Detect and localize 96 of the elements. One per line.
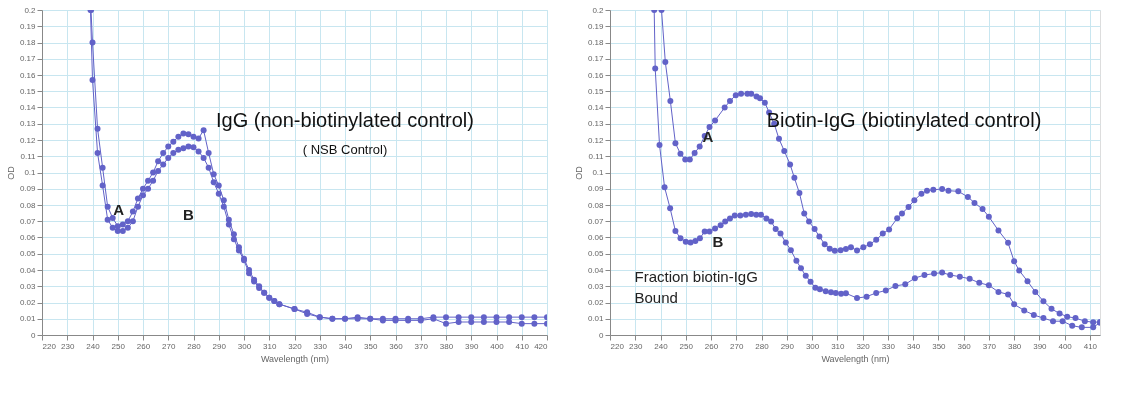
y-tick-label: 0.06 — [587, 233, 605, 242]
y-tick-label: 0.08 — [587, 200, 605, 210]
y-tick-label: 0.07 — [587, 216, 605, 226]
x-tick-label: 280 — [755, 341, 770, 351]
x-tick-label: 350 — [364, 341, 378, 351]
y-tick-label: 0.2 — [24, 5, 37, 15]
annotation: Bound — [634, 288, 678, 306]
y-tick-label: 0.15 — [587, 86, 605, 96]
annotation: B — [712, 233, 724, 251]
y-tick-label: 0.1 — [592, 168, 605, 177]
x-tick-label: 390 — [1033, 341, 1048, 351]
text: ( NSB Control) — [302, 141, 388, 157]
text: IgG (non-biotinylated control) — [216, 108, 474, 131]
y-tick-label: 0.08 — [19, 200, 37, 210]
y-tick-label: 0.17 — [19, 54, 37, 64]
x-tick-label: 310 — [263, 341, 277, 351]
x-tick-label: 320 — [288, 341, 303, 351]
x-tick-label: 220 — [610, 341, 625, 351]
y-tick-label: 0.11 — [20, 151, 37, 161]
y-tick-label: 0.05 — [587, 249, 605, 259]
y-tick-label: 0.02 — [19, 298, 37, 307]
y-tick-label: 0 — [599, 330, 605, 340]
x-tick-label: 360 — [389, 341, 404, 351]
y-tick-label: 0.14 — [587, 103, 605, 112]
y-tick-label: 0.19 — [587, 21, 605, 31]
y-tick-label: 0.12 — [587, 135, 605, 145]
y-tick-label: 0.19 — [19, 21, 37, 31]
y-tick-label: 0.16 — [587, 70, 605, 80]
x-tick-label: 330 — [313, 341, 328, 351]
x-tick-label: 380 — [1007, 341, 1022, 351]
y-tick-label: 0.11 — [588, 151, 605, 161]
y-tick-label: 0.13 — [19, 119, 37, 129]
x-tick-label: 350 — [932, 341, 947, 351]
y-tick-label: 0.1 — [24, 168, 37, 177]
x-tick-label: 390 — [465, 341, 479, 351]
y-tick-label: 0.01 — [587, 314, 605, 324]
y-tick-label: 0 — [31, 330, 37, 340]
y-tick-label: 0.18 — [19, 38, 37, 47]
y-axis-title: OD — [5, 165, 16, 180]
x-tick-label: 300 — [237, 341, 252, 351]
y-axis-title: OD — [573, 165, 584, 180]
y-tick-label: 0.14 — [19, 103, 37, 112]
x-tick-label: 230 — [629, 341, 643, 351]
x-tick-label: 410 — [1083, 341, 1098, 351]
x-tick-label: 340 — [338, 341, 353, 351]
x-tick-label: 270 — [162, 341, 176, 351]
x-tick-label: 260 — [704, 341, 719, 351]
x-tick-label: 270 — [730, 341, 745, 351]
x-tick-label: 370 — [982, 341, 997, 351]
x-axis-title: Wavelength (nm) — [260, 353, 330, 364]
annotation: A — [702, 127, 714, 145]
y-tick-label: 0.12 — [19, 135, 37, 145]
x-tick-label: 370 — [414, 341, 429, 351]
y-tick-label: 0.16 — [19, 70, 37, 80]
x-axis-title: Wavelength (nm) — [821, 353, 890, 364]
y-tick-label: 0.03 — [19, 281, 37, 291]
y-tick-label: 0.2 — [592, 5, 605, 15]
annotation: Fraction biotin-IgG — [634, 267, 758, 285]
x-tick-label: 400 — [490, 341, 505, 351]
annotation: A — [113, 200, 125, 218]
y-tick-label: 0.17 — [587, 54, 605, 64]
y-tick-label: 0.02 — [587, 298, 605, 307]
y-tick-label: 0.04 — [587, 265, 605, 275]
y-tick-label: 0.01 — [19, 314, 37, 324]
x-tick-label: 360 — [957, 341, 972, 351]
x-tick-label: 300 — [805, 341, 820, 351]
y-tick-label: 0.03 — [587, 281, 605, 291]
y-tick-label: 0.05 — [19, 249, 37, 259]
x-tick-label: 280 — [187, 341, 202, 351]
x-tick-label: 220 — [42, 341, 57, 351]
y-tick-label: 0.07 — [19, 216, 37, 226]
annotation: B — [183, 205, 195, 223]
x-tick-label: 230 — [61, 341, 75, 351]
y-tick-label: 0.13 — [587, 119, 605, 129]
x-tick-label: 240 — [86, 341, 101, 351]
x-tick-label: 290 — [212, 341, 227, 351]
y-tick-label: 0.06 — [19, 233, 37, 242]
x-tick-label: 420 — [534, 341, 549, 351]
x-tick-label: 330 — [881, 341, 896, 351]
x-tick-label: 310 — [831, 341, 846, 351]
x-tick-label: 410 — [515, 341, 530, 351]
x-tick-label: 240 — [654, 341, 669, 351]
x-tick-label: 260 — [136, 341, 151, 351]
x-tick-label: 320 — [856, 341, 871, 351]
x-tick-label: 290 — [780, 341, 795, 351]
y-tick-label: 0.18 — [587, 38, 605, 47]
y-tick-label: 0.09 — [19, 184, 37, 194]
x-tick-label: 250 — [679, 341, 694, 351]
x-tick-label: 250 — [111, 341, 126, 351]
text: Biotin-IgG (biotinylated control) — [766, 108, 1042, 131]
y-tick-label: 0.04 — [19, 265, 37, 275]
x-tick-label: 340 — [906, 341, 921, 351]
y-tick-label: 0.15 — [19, 86, 37, 96]
x-tick-label: 380 — [439, 341, 454, 351]
y-tick-label: 0.09 — [587, 184, 605, 194]
x-tick-label: 400 — [1058, 341, 1073, 351]
